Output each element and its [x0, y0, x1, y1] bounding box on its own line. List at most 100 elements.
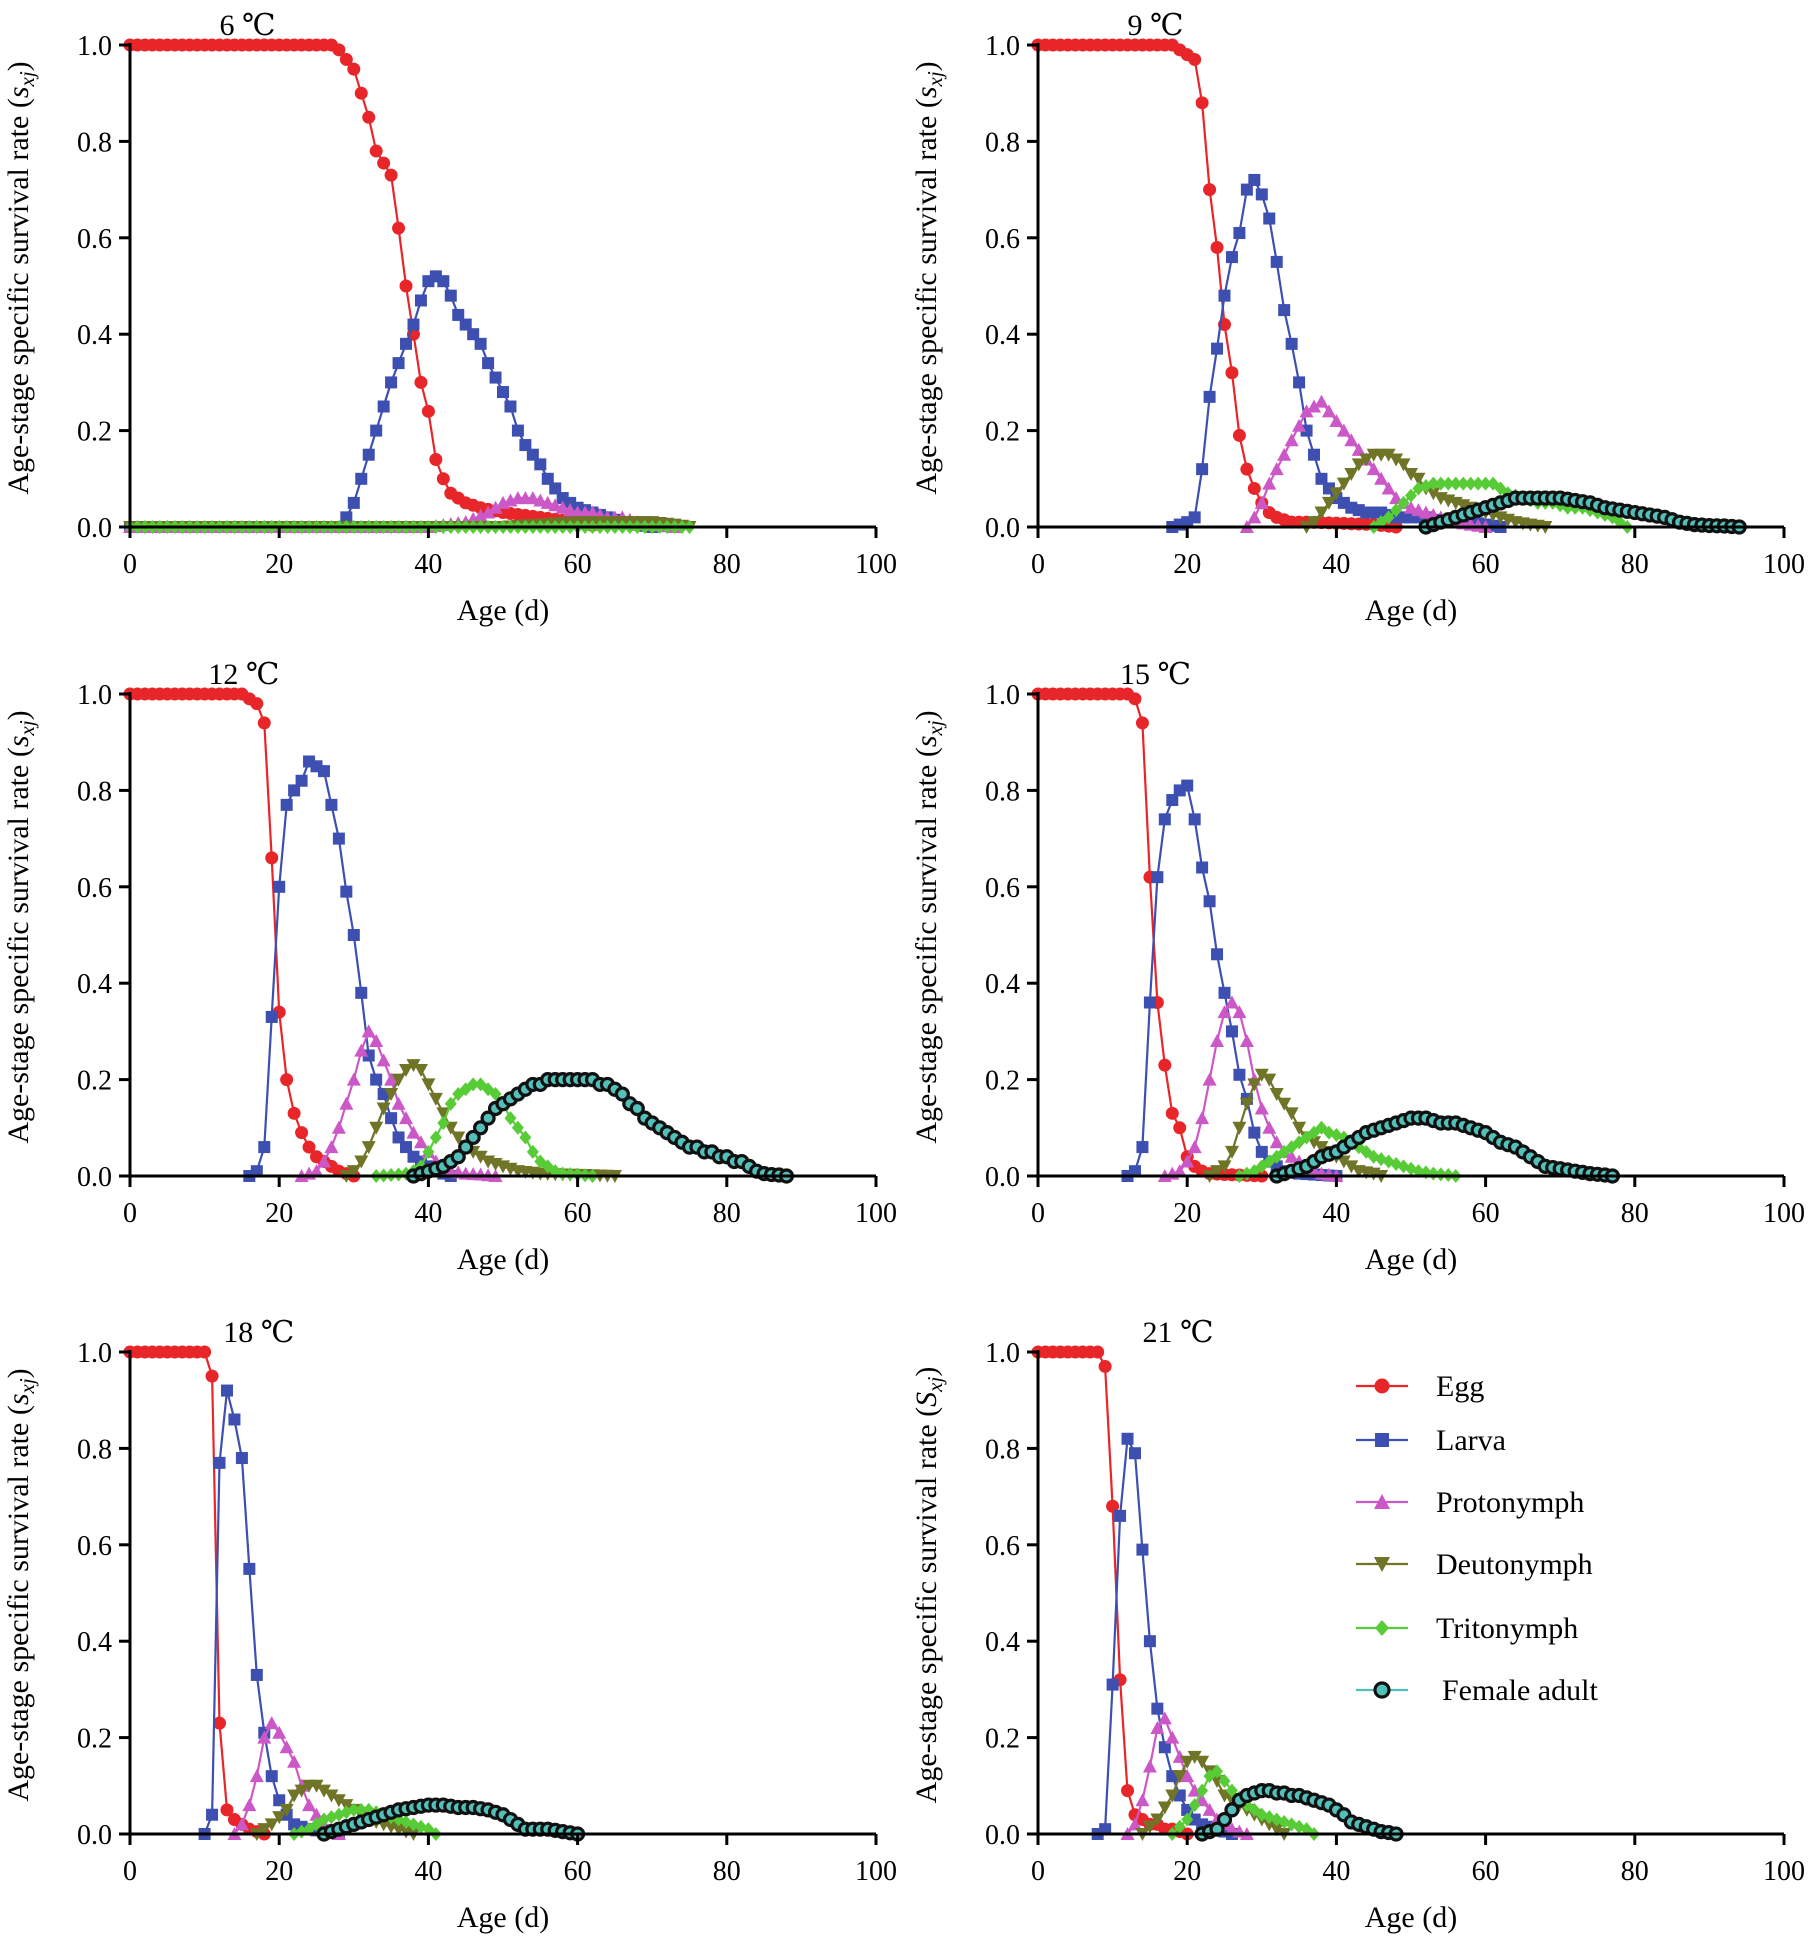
protonymph-point — [287, 1754, 302, 1768]
deutonymph-point — [421, 1078, 436, 1092]
egg-point — [198, 1345, 212, 1359]
larva-point — [235, 1452, 248, 1465]
x-tick-label: 0 — [1031, 1856, 1045, 1887]
series-female-adult — [1418, 490, 1747, 535]
chart-panel-1: 0 20 40 60 80 100 0.0 0.2 0.4 0.6 0.8 1.0 Age (d) Age… — [2, 9, 897, 627]
protonymph-point — [1284, 1149, 1299, 1163]
x-axis-label: Age (d) — [1365, 1901, 1457, 1934]
legend-swatch-marker — [1374, 1557, 1390, 1572]
y-tick-label: 0.0 — [985, 1162, 1020, 1193]
x-tick-label: 20 — [265, 1198, 293, 1229]
larva-point — [362, 448, 375, 461]
tritonymph-point — [1472, 476, 1485, 491]
larva-point — [273, 1794, 286, 1807]
female-adult-point — [1216, 1811, 1233, 1828]
protonymph-point — [525, 491, 540, 505]
protonymph-point — [1150, 1720, 1165, 1734]
larva-point — [1211, 948, 1224, 961]
deutonymph-point — [294, 1784, 309, 1798]
y-axis-label: Age-stage specific survival rate (sxj) — [910, 710, 947, 1143]
protonymph-point — [1180, 1769, 1195, 1783]
tritonymph-point — [1382, 510, 1395, 525]
x-tick-label: 60 — [1472, 1856, 1500, 1887]
larva-point — [1240, 183, 1253, 196]
series-egg — [123, 1345, 271, 1841]
larva-point — [534, 458, 547, 471]
larva-point — [370, 1073, 383, 1086]
protonymph-point — [257, 1730, 272, 1744]
tritonymph-point — [564, 1167, 577, 1182]
deutonymph-point — [406, 1059, 421, 1073]
egg-point — [280, 1073, 294, 1087]
tritonymph-point — [1434, 476, 1447, 491]
protonymph-point — [1210, 1034, 1225, 1048]
legend-item-larva: Larva — [1356, 1424, 1506, 1457]
larva-point — [385, 376, 398, 389]
protonymph-point — [1202, 1072, 1217, 1086]
egg-point — [213, 1716, 227, 1730]
egg-point — [339, 52, 353, 66]
deutonymph-point — [1381, 448, 1396, 462]
deutonymph-point — [473, 1150, 488, 1164]
y-tick-label: 0.4 — [985, 969, 1020, 1000]
protonymph-point — [563, 503, 578, 517]
protonymph-point — [1165, 1730, 1180, 1744]
egg-point — [1203, 183, 1217, 197]
larva-point — [220, 1384, 233, 1397]
deutonymph-point — [1142, 1820, 1157, 1834]
deutonymph-point — [1269, 1088, 1284, 1102]
chart-panel-6: 0 20 40 60 80 100 0.0 0.2 0.4 0.6 0.8 1.0 Age (d) Age… — [910, 1316, 1805, 1934]
egg-point — [1225, 366, 1239, 380]
larva-point — [482, 357, 495, 370]
x-tick-label: 100 — [1763, 549, 1805, 580]
larva-point — [385, 1112, 398, 1125]
y-axis-label: Age-stage specific survival rate (sxj) — [2, 61, 39, 494]
larva-point — [511, 424, 524, 437]
x-tick-label: 100 — [1763, 1856, 1805, 1887]
x-tick-label: 20 — [1173, 1856, 1201, 1887]
series-larva — [124, 270, 659, 533]
x-tick-label: 60 — [564, 549, 592, 580]
deutonymph-point — [309, 1779, 324, 1793]
larva-point — [1196, 861, 1209, 874]
egg-line — [1038, 1350, 1188, 1836]
deutonymph-point — [1232, 1121, 1247, 1135]
larva-point — [347, 929, 360, 941]
female-adult-point — [1224, 1802, 1240, 1818]
larva-point — [317, 765, 330, 778]
tritonymph-point — [1188, 1798, 1201, 1813]
y-tick-label: 1.0 — [77, 1338, 112, 1369]
female-adult-point — [614, 1086, 630, 1102]
x-axis-label: Age (d) — [457, 594, 549, 627]
larva-point — [474, 337, 487, 350]
larva-point — [250, 1668, 263, 1681]
y-tick-label: 0.6 — [985, 873, 1020, 904]
larva-point — [1233, 226, 1246, 239]
deutonymph-point — [1150, 1813, 1165, 1827]
tritonymph-point — [1464, 476, 1477, 491]
protonymph-point — [548, 498, 563, 512]
protonymph-point — [1217, 1005, 1232, 1019]
x-tick-label: 0 — [1031, 1198, 1045, 1229]
y-tick-label: 0.4 — [77, 320, 112, 351]
egg-point — [332, 43, 346, 57]
tritonymph-point — [1181, 1812, 1194, 1827]
larva-point — [1255, 188, 1268, 201]
protonymph-point — [384, 1072, 399, 1086]
larva-point — [1233, 1068, 1246, 1081]
x-tick-label: 40 — [414, 1856, 442, 1887]
egg-point — [1098, 1359, 1112, 1373]
larva-point — [325, 798, 338, 811]
tritonymph-point — [1173, 1819, 1186, 1834]
deutonymph-point — [1404, 467, 1418, 481]
larva-point — [1211, 342, 1224, 355]
tritonymph-point — [1479, 476, 1492, 491]
larva-point — [213, 1456, 226, 1469]
egg-point — [399, 279, 413, 293]
series-egg — [1031, 38, 1403, 534]
protonymph-point — [1195, 1111, 1210, 1125]
legend-label: Deutonymph — [1436, 1548, 1593, 1581]
series-female-adult — [405, 1071, 795, 1184]
protonymph-point — [1172, 1164, 1187, 1178]
protonymph-point — [234, 1817, 249, 1831]
